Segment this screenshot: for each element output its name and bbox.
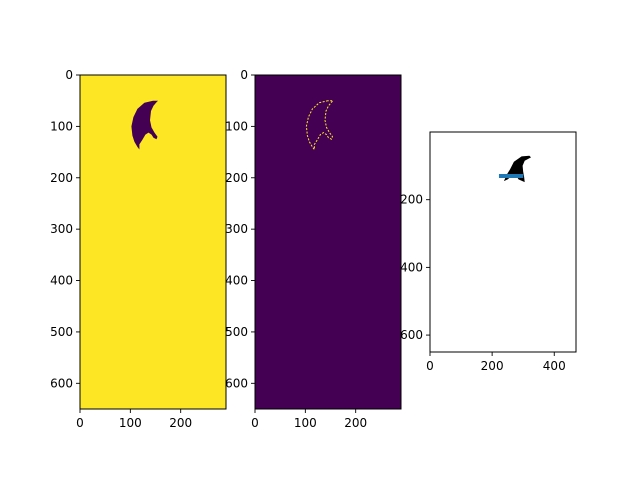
subplot-edges: 0 100 200 0 100 200 300 400 500 600: [225, 68, 402, 430]
edges-y-tick-label: 200: [225, 171, 248, 185]
mask-y-tick-label: 600: [50, 376, 73, 390]
edges-axes-frame: [254, 74, 402, 410]
subplot-overlay: 0 200 400 200 400 600: [400, 131, 577, 373]
mask-shape: [131, 100, 158, 150]
edges-x-tick-label: 0: [251, 416, 259, 430]
edges-outline: [305, 100, 335, 151]
overlay-x-tick-label: 400: [543, 359, 566, 373]
mask-image-background: [80, 75, 226, 409]
mask-x-ticks: 0 100 200: [76, 409, 192, 430]
mask-y-tick-label: 400: [50, 274, 73, 288]
overlay-image-background: [430, 132, 576, 352]
overlay-x-ticks: 0 200 400: [426, 352, 566, 373]
overlay-axes-frame: [429, 131, 577, 353]
edges-y-tick-label: 600: [225, 376, 248, 390]
mask-x-tick-label: 100: [119, 416, 142, 430]
edges-y-ticks: 0 100 200 300 400 500 600: [225, 68, 255, 390]
mask-y-tick-label: 100: [50, 119, 73, 133]
subplot-mask: 0 100 200 0 100 200 300 400 500 600: [50, 68, 227, 430]
overlay-y-tick-label: 200: [400, 193, 423, 207]
mask-y-tick-label: 200: [50, 171, 73, 185]
edges-image-background: [255, 75, 401, 409]
edges-y-tick-label: 500: [225, 325, 248, 339]
edges-y-tick-label: 300: [225, 222, 248, 236]
edges-x-tick-label: 100: [294, 416, 317, 430]
mask-x-tick-label: 200: [169, 416, 192, 430]
mask-axes-frame: [79, 74, 227, 410]
edges-y-tick-label: 100: [225, 119, 248, 133]
overlay-y-tick-label: 400: [400, 260, 423, 274]
overlay-y-tick-label: 600: [400, 328, 423, 342]
mask-y-tick-label: 500: [50, 325, 73, 339]
edges-y-tick-label: 400: [225, 274, 248, 288]
mask-y-ticks: 0 100 200 300 400 500 600: [50, 68, 80, 390]
overlay-x-tick-label: 200: [481, 359, 504, 373]
overlay-x-tick-label: 0: [426, 359, 434, 373]
edges-x-tick-label: 200: [344, 416, 367, 430]
overlay-y-ticks: 200 400 600: [400, 193, 430, 342]
edges-x-ticks: 0 100 200: [251, 409, 367, 430]
mask-x-tick-label: 0: [76, 416, 84, 430]
mask-y-tick-label: 300: [50, 222, 73, 236]
mask-y-tick-label: 0: [65, 68, 73, 82]
edges-y-tick-label: 0: [240, 68, 248, 82]
